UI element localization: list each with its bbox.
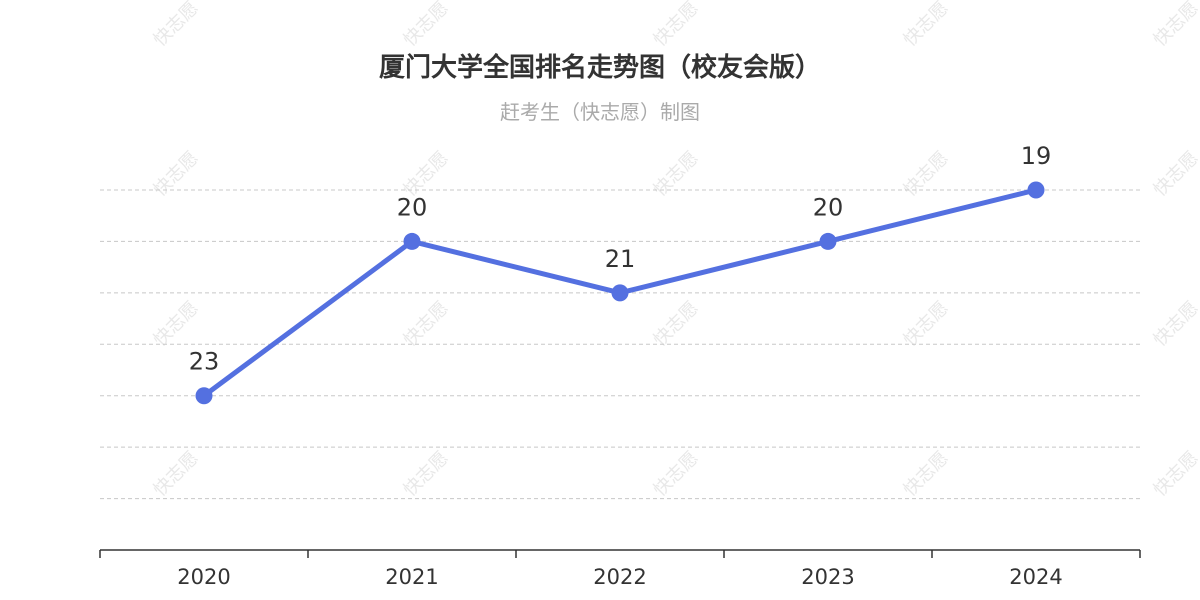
grid-lines <box>100 189 1140 500</box>
watermark-text: 快志愿 <box>150 148 203 201</box>
data-point[interactable] <box>403 232 421 250</box>
x-axis: 2020 2021 2022 2023 2024 <box>99 549 1141 589</box>
watermark-text: 快志愿 <box>650 0 703 51</box>
data-label: 23 <box>189 348 220 376</box>
series-layer: 23 20 21 20 19 <box>189 142 1052 405</box>
watermark-text: 快志愿 <box>400 448 453 501</box>
data-label: 20 <box>813 193 844 221</box>
watermark-text: 快志愿 <box>650 148 703 201</box>
x-tick-label: 2023 <box>801 565 854 589</box>
watermark-text: 快志愿 <box>650 298 703 351</box>
watermark-text: 快志愿 <box>900 148 953 201</box>
watermark-text: 快志愿 <box>1150 298 1200 351</box>
data-point[interactable] <box>611 284 629 302</box>
chart-title: 厦门大学全国排名走势图（校友会版） <box>379 52 821 83</box>
x-tick-label: 2024 <box>1009 565 1062 589</box>
watermark-text: 快志愿 <box>400 0 453 51</box>
data-point[interactable] <box>195 387 213 405</box>
watermark-text: 快志愿 <box>650 448 703 501</box>
x-tick-label: 2021 <box>385 565 438 589</box>
data-point[interactable] <box>819 232 837 250</box>
data-point[interactable] <box>1027 181 1045 199</box>
watermark-text: 快志愿 <box>1150 448 1200 501</box>
watermark-text: 快志愿 <box>400 298 453 351</box>
watermark-text: 快志愿 <box>150 0 203 51</box>
watermark-text: 快志愿 <box>150 298 203 351</box>
data-label: 20 <box>397 193 428 221</box>
x-tick-label: 2022 <box>593 565 646 589</box>
watermark-text: 快志愿 <box>900 0 953 51</box>
chart-subtitle: 赶考生（快志愿）制图 <box>500 100 700 124</box>
data-label: 21 <box>605 245 636 273</box>
data-label: 19 <box>1021 142 1052 170</box>
watermark-text: 快志愿 <box>150 448 203 501</box>
watermark-text: 快志愿 <box>900 298 953 351</box>
watermark-text: 快志愿 <box>1150 148 1200 201</box>
watermark-text: 快志愿 <box>1150 0 1200 51</box>
x-tick-label: 2020 <box>177 565 230 589</box>
watermark-text: 快志愿 <box>900 448 953 501</box>
